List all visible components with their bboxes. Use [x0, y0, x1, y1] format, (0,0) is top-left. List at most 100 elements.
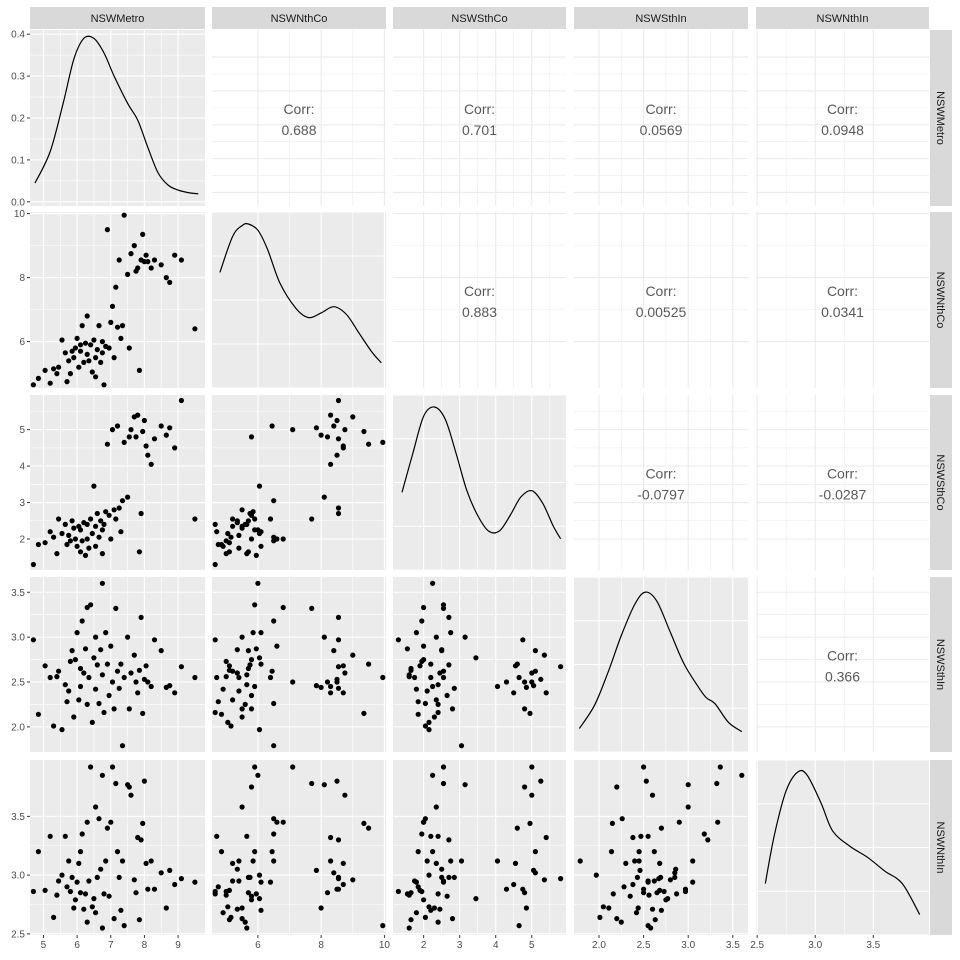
point-3-1-32: [234, 647, 240, 653]
y-tick-label-4: 3.5: [11, 812, 25, 823]
point-4-3-7: [593, 872, 599, 878]
y-tick-label-0: 0.3: [11, 72, 25, 83]
point-1-0-13: [71, 355, 77, 361]
point-4-1-25: [252, 764, 258, 770]
point-4-1-56: [361, 820, 367, 827]
point-3-0-65: [172, 690, 178, 696]
x-tick-label-nswmetro: 8: [142, 940, 148, 951]
point-1-0-46: [119, 323, 126, 329]
point-3-1-47: [380, 674, 386, 681]
point-4-1-43: [269, 849, 275, 855]
point-1-0-38: [106, 345, 112, 351]
point-2-1-52: [324, 434, 331, 440]
point-3-2-66: [558, 664, 564, 670]
point-2-1-14: [248, 536, 255, 542]
point-3-1-50: [342, 670, 348, 676]
point-2-0-60: [148, 461, 154, 467]
point-1-0-37: [104, 227, 110, 233]
point-4-2-0: [395, 888, 401, 895]
point-1-0-25: [88, 342, 94, 348]
x-tick-label-nswsthin: 3.0: [681, 940, 695, 951]
point-4-2-60: [494, 858, 501, 864]
point-3-2-24: [412, 674, 418, 681]
point-3-1-43: [269, 668, 275, 674]
point-4-0-55: [138, 837, 144, 843]
point-2-0-52: [133, 434, 139, 440]
point-4-1-20: [234, 906, 240, 912]
point-4-3-8: [638, 833, 644, 839]
point-3-1-53: [328, 690, 334, 696]
y-tick-label-3: 2.0: [11, 722, 25, 733]
density-curve-nswmetro: [34, 35, 199, 195]
point-4-0-6: [56, 878, 62, 884]
x-tick-label-nswsthin: 2.0: [592, 940, 606, 951]
point-1-0-17: [77, 348, 84, 354]
point-4-1-14: [248, 897, 255, 903]
point-3-2-13: [431, 714, 437, 720]
point-1-0-39: [108, 319, 114, 325]
point-3-0-44: [116, 685, 122, 691]
point-4-2-3: [428, 833, 434, 839]
point-4-3-45: [658, 907, 665, 913]
point-4-3-23: [618, 919, 624, 925]
point-3-2-42: [440, 605, 447, 612]
point-4-2-28: [433, 804, 439, 810]
point-3-0-67: [192, 674, 198, 681]
x-tick-label-nswmetro: 5: [41, 940, 47, 951]
point-1-0-26: [89, 369, 95, 375]
point-3-0-2: [42, 663, 48, 669]
y-tick-label-1: 10: [14, 209, 26, 220]
point-3-0-25: [88, 602, 94, 608]
point-4-2-49: [522, 784, 528, 790]
point-4-0-1: [35, 849, 42, 855]
point-3-1-18: [252, 683, 258, 690]
point-3-1-35: [212, 709, 218, 716]
point-3-2-51: [541, 652, 548, 658]
y-tick-label-2: 5: [19, 425, 25, 436]
point-2-1-9: [215, 541, 221, 548]
point-4-2-29: [413, 910, 419, 916]
point-4-0-47: [121, 923, 127, 929]
point-3-1-9: [215, 699, 221, 705]
point-3-2-31: [422, 700, 428, 707]
point-3-0-42: [113, 605, 119, 612]
point-4-0-51: [131, 877, 137, 883]
point-4-2-64: [531, 867, 537, 874]
x-tick-label-nswsthco: 5: [529, 940, 535, 951]
point-4-2-43: [532, 849, 539, 855]
point-1-0-6: [56, 364, 62, 370]
strip-right-nswsthco: [930, 395, 952, 570]
point-4-3-10: [632, 858, 638, 864]
point-4-0-42: [113, 780, 119, 787]
point-3-2-54: [408, 667, 414, 673]
point-3-0-30: [94, 662, 100, 668]
point-4-2-25: [440, 764, 447, 770]
point-4-1-63: [318, 905, 324, 911]
point-3-1-14: [248, 657, 255, 663]
point-3-1-28: [239, 634, 245, 640]
point-4-2-48: [462, 782, 468, 788]
point-4-2-39: [421, 819, 427, 825]
point-2-0-49: [126, 434, 132, 440]
y-tick-label-2: 3: [19, 498, 25, 509]
point-3-0-21: [82, 646, 89, 652]
corr-label-1-2: Corr:: [464, 283, 495, 299]
point-3-1-46: [271, 743, 277, 749]
y-tick-label-2: 2: [19, 535, 25, 546]
point-3-2-56: [527, 710, 533, 717]
panel-4-2: [393, 760, 566, 935]
point-3-1-5: [223, 674, 229, 680]
point-4-1-46: [271, 858, 277, 864]
point-4-0-8: [62, 833, 68, 839]
point-1-0-54: [136, 367, 142, 373]
point-3-2-14: [421, 657, 427, 663]
point-4-2-9: [415, 884, 421, 890]
point-4-3-58: [657, 860, 663, 867]
point-4-2-53: [543, 834, 549, 841]
point-4-0-15: [74, 879, 80, 885]
point-3-1-40: [290, 679, 296, 685]
corr-label-0-3: Corr:: [645, 101, 676, 117]
point-1-0-0: [30, 382, 36, 388]
point-2-0-42: [113, 516, 119, 522]
point-2-1-4: [228, 534, 234, 540]
